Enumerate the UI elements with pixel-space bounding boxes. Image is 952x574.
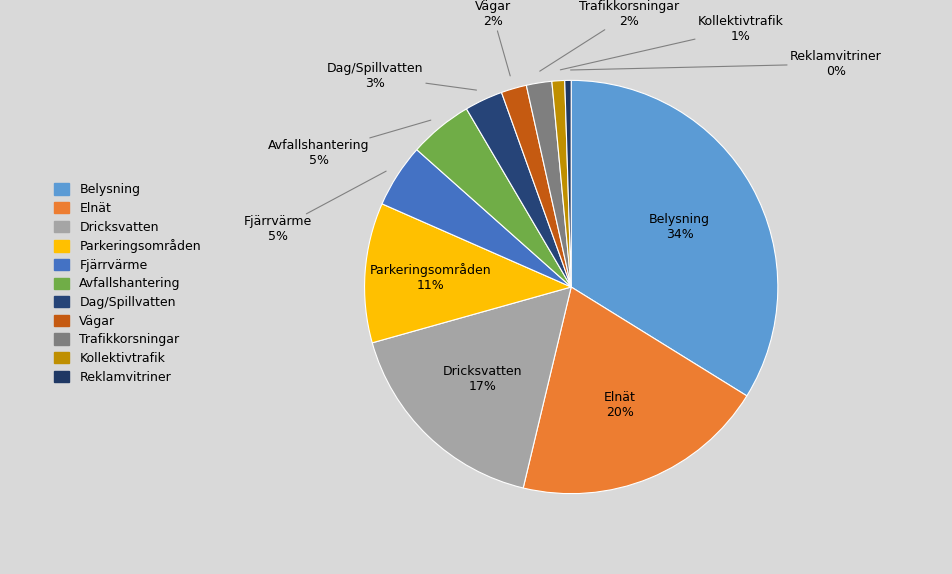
Text: Trafikkorsningar
2%: Trafikkorsningar 2% [540,0,679,71]
Text: Kollektivtrafik
1%: Kollektivtrafik 1% [561,15,783,70]
Wedge shape [565,80,571,287]
Legend: Belysning, Elnät, Dricksvatten, Parkeringsområden, Fjärrvärme, Avfallshantering,: Belysning, Elnät, Dricksvatten, Parkerin… [50,180,205,387]
Wedge shape [417,109,571,287]
Text: Elnät
20%: Elnät 20% [605,391,636,420]
Wedge shape [502,86,571,287]
Wedge shape [552,80,571,287]
Wedge shape [571,80,778,396]
Text: Vägar
2%: Vägar 2% [475,0,510,76]
Text: Dricksvatten
17%: Dricksvatten 17% [443,365,522,393]
Wedge shape [372,287,571,488]
Text: Fjärrvärme
5%: Fjärrvärme 5% [244,171,387,243]
Text: Belysning
34%: Belysning 34% [649,213,710,241]
Wedge shape [524,287,746,494]
Text: Parkeringsområden
11%: Parkeringsområden 11% [370,263,492,292]
Wedge shape [365,204,571,343]
Text: Dag/Spillvatten
3%: Dag/Spillvatten 3% [327,62,477,90]
Wedge shape [466,92,571,287]
Text: Avfallshantering
5%: Avfallshantering 5% [268,120,431,166]
Wedge shape [526,82,571,287]
Wedge shape [382,150,571,287]
Text: Reklamvitriner
0%: Reklamvitriner 0% [570,50,882,78]
